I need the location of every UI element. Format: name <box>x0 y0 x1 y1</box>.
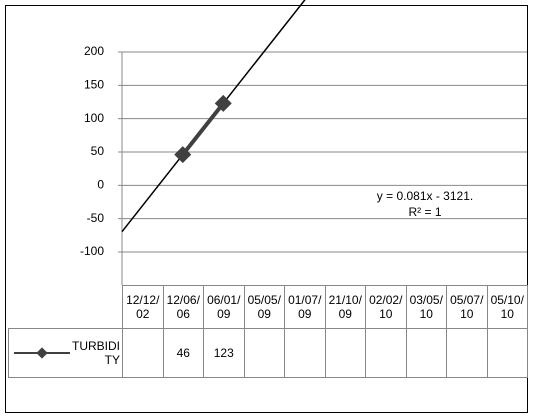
value-cell <box>284 328 326 378</box>
y-tick-label: 50 <box>91 144 105 158</box>
legend-marker <box>36 347 48 359</box>
value-cell <box>122 328 164 378</box>
legend-cell: TURBIDITY <box>8 328 123 378</box>
y-tick-label: 0 <box>97 178 104 192</box>
value-cell: 46 <box>162 328 204 378</box>
legend-label: TURBIDITY <box>72 339 120 367</box>
y-tick-label: 150 <box>84 78 104 92</box>
value-cell <box>365 328 407 378</box>
legend-icon <box>14 347 70 359</box>
y-tick-label: -100 <box>80 244 104 258</box>
category-cell: 21/10/09 <box>324 285 366 329</box>
y-tick-label: 100 <box>84 111 104 125</box>
chart-border <box>5 5 528 413</box>
category-cell: 01/07/09 <box>284 285 326 329</box>
category-cell: 02/02/10 <box>365 285 407 329</box>
value-cell <box>446 328 488 378</box>
value-cell <box>405 328 447 378</box>
category-cell: 05/07/10 <box>446 285 488 329</box>
corner-cell <box>8 285 123 329</box>
data-table: 12/12/02 12/06/06 06/01/09 05/05/09 01/07/09… <box>8 285 528 378</box>
value-cell: 123 <box>203 328 245 378</box>
value-cell <box>324 328 366 378</box>
value-cell <box>243 328 285 378</box>
y-tick-label: -50 <box>87 211 105 225</box>
category-cell: 05/05/09 <box>243 285 285 329</box>
marker <box>174 146 192 164</box>
series-line <box>181 102 225 156</box>
trendline-label: y = 0.081x - 3121. <box>377 189 473 203</box>
plot: 200 150 100 50 0 -50 -100 y = 0.081x - 3121. R² … <box>80 0 527 285</box>
category-cell: 05/10/10 <box>486 285 528 329</box>
category-cell: 06/01/09 <box>203 285 245 329</box>
marker <box>214 94 232 112</box>
value-cell <box>486 328 528 378</box>
trendline-label: R² = 1 <box>408 205 441 219</box>
category-cell: 03/05/10 <box>405 285 447 329</box>
y-tick-label: 200 <box>84 44 104 58</box>
category-cell: 12/12/02 <box>122 285 164 329</box>
category-cell: 12/06/06 <box>162 285 204 329</box>
